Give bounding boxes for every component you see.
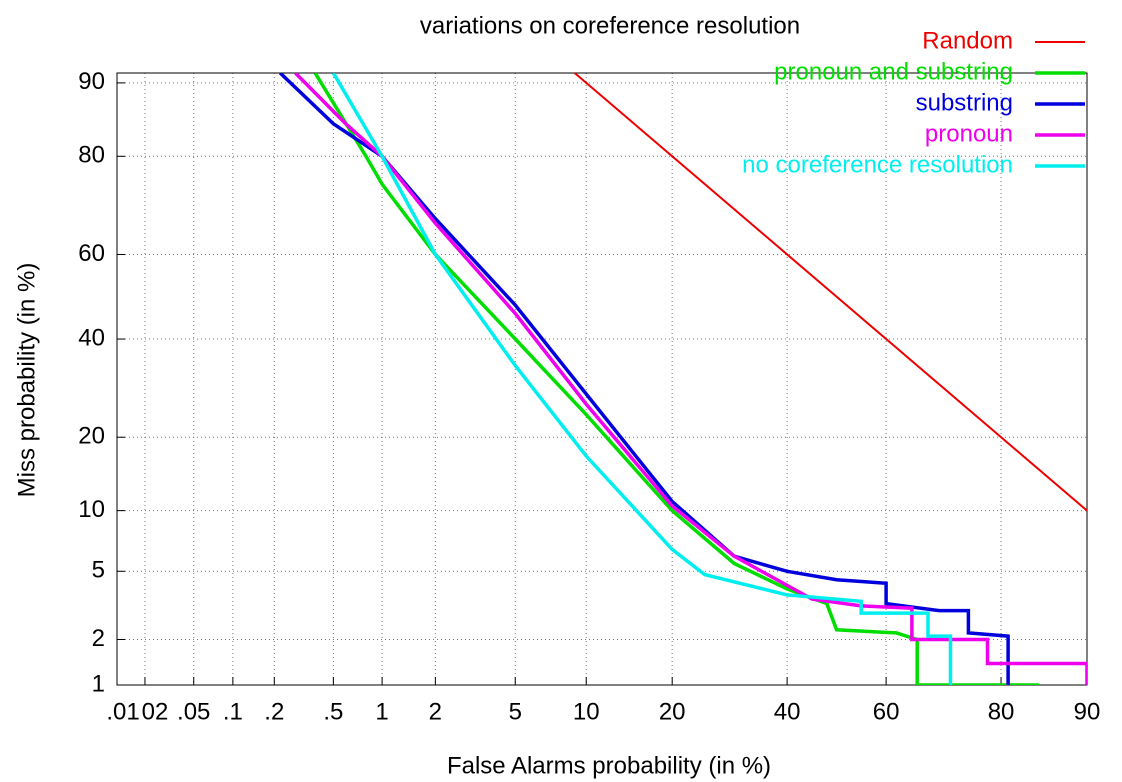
legend-label: substring bbox=[916, 89, 1013, 116]
y-tick-label: 10 bbox=[78, 496, 105, 523]
x-tick-label: 1 bbox=[375, 698, 388, 725]
legend-label: no coreference resolution bbox=[742, 151, 1013, 178]
x-tick-label: 40 bbox=[774, 698, 801, 725]
legend-label: pronoun bbox=[925, 120, 1013, 147]
y-tick-label: 60 bbox=[78, 240, 105, 267]
series-line bbox=[278, 73, 1010, 685]
x-tick-label: 02 bbox=[142, 698, 169, 725]
legend-label: pronoun and substring bbox=[774, 58, 1013, 85]
x-tick-label: 5 bbox=[509, 698, 522, 725]
y-tick-label: 2 bbox=[92, 625, 105, 652]
y-tick-label: 90 bbox=[78, 68, 105, 95]
y-tick-label: 1 bbox=[92, 670, 105, 697]
x-tick-label: 90 bbox=[1074, 698, 1101, 725]
x-tick-label: .01 bbox=[106, 698, 139, 725]
x-tick-label: 2 bbox=[429, 698, 442, 725]
x-tick-label: .05 bbox=[177, 698, 210, 725]
x-axis-label: False Alarms probability (in %) bbox=[447, 752, 771, 779]
series-line bbox=[331, 73, 953, 685]
y-tick-label: 20 bbox=[78, 423, 105, 450]
x-tick-label: .5 bbox=[323, 698, 343, 725]
x-tick-label: 60 bbox=[873, 698, 900, 725]
chart-title: variations on coreference resolution bbox=[420, 12, 800, 39]
y-tick-label: 40 bbox=[78, 324, 105, 351]
series-line bbox=[574, 73, 1087, 512]
x-tick-label: 20 bbox=[659, 698, 686, 725]
x-tick-label: .1 bbox=[223, 698, 243, 725]
x-tick-label: 10 bbox=[573, 698, 600, 725]
plot-frame bbox=[116, 72, 1088, 686]
y-tick-label: 5 bbox=[92, 557, 105, 584]
x-tick-label: .2 bbox=[264, 698, 284, 725]
legend-label: Random bbox=[922, 27, 1013, 54]
x-tick-label: 80 bbox=[988, 698, 1015, 725]
y-axis-label: Miss probability (in %) bbox=[13, 263, 40, 498]
y-tick-label: 80 bbox=[78, 142, 105, 169]
series-line bbox=[294, 73, 1087, 685]
